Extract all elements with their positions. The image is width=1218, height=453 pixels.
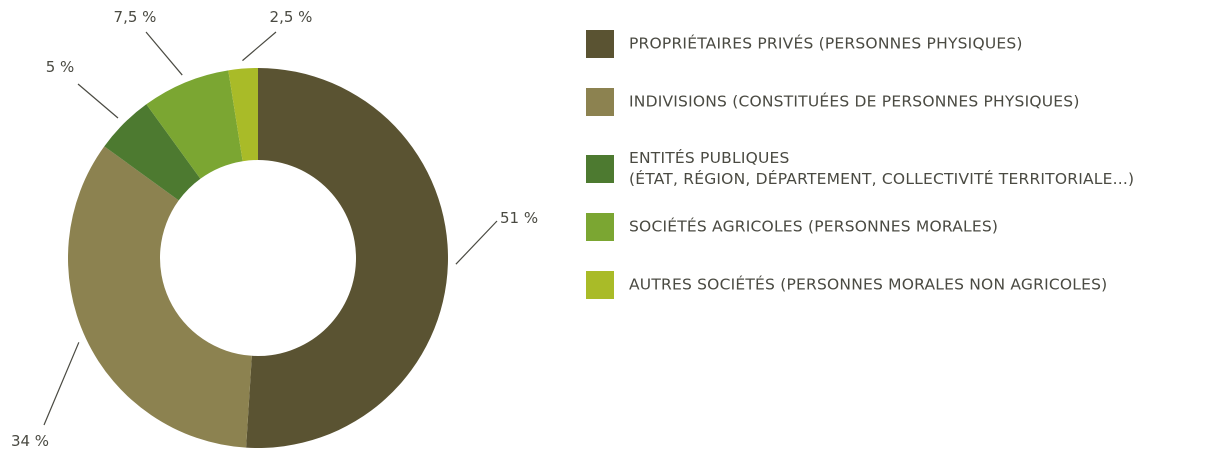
legend-item-indivisions: INDIVISIONS (CONSTITUÉES DE PERSONNES PH…: [586, 82, 1214, 122]
donut-slices: [67, 68, 448, 448]
legend-label: ENTITÉS PUBLIQUES (ÉTAT, RÉGION, DÉPARTE…: [629, 148, 1134, 190]
legend-swatch: [586, 30, 614, 58]
slice-labels: 51 % 34 % 5 % 7,5 % 2,5 %: [11, 8, 538, 450]
leader-line-societes-agricoles: [145, 31, 183, 76]
leader-lines: [43, 31, 498, 426]
leader-line-autres-societes: [242, 31, 277, 62]
donut-chart: 51 % 34 % 5 % 7,5 % 2,5 %: [11, 8, 538, 450]
legend-label-line2: (ÉTAT, RÉGION, DÉPARTEMENT, COLLECTIVITÉ…: [629, 170, 1135, 188]
legend-item-autres-societes: AUTRES SOCIÉTÉS (PERSONNES MORALES NON A…: [586, 265, 1214, 305]
slice-entites-publiques: [104, 104, 201, 201]
legend-item-societes-agricoles: SOCIÉTÉS AGRICOLES (PERSONNES MORALES): [586, 207, 1214, 247]
legend-label: PROPRIÉTAIRES PRIVÉS (PERSONNES PHYSIQUE…: [629, 34, 1023, 53]
slice-societes-agricoles: [146, 70, 243, 179]
leader-line-entites-publiques: [77, 83, 119, 119]
legend-label: INDIVISIONS (CONSTITUÉES DE PERSONNES PH…: [629, 92, 1080, 111]
leader-line-indivisions: [43, 342, 80, 426]
slice-label-societes-agricoles: 7,5 %: [114, 8, 157, 26]
legend-item-proprietaires-prives: PROPRIÉTAIRES PRIVÉS (PERSONNES PHYSIQUE…: [586, 24, 1214, 64]
slice-label-proprietaires-prives: 51 %: [500, 209, 538, 227]
leader-line-proprietaires-prives: [455, 220, 498, 265]
slice-indivisions: [67, 146, 252, 448]
legend-item-entites-publiques: ENTITÉS PUBLIQUES (ÉTAT, RÉGION, DÉPARTE…: [586, 144, 1214, 194]
legend-swatch: [586, 271, 614, 299]
legend-swatch: [586, 88, 614, 116]
slice-label-entites-publiques: 5 %: [46, 58, 75, 76]
slice-label-indivisions: 34 %: [11, 432, 49, 450]
legend-label: AUTRES SOCIÉTÉS (PERSONNES MORALES NON A…: [629, 275, 1108, 294]
legend-swatch: [586, 155, 614, 183]
legend-swatch: [586, 213, 614, 241]
slice-label-autres-societes: 2,5 %: [270, 8, 313, 26]
slice-autres-societes: [228, 68, 258, 162]
legend-label-line1: ENTITÉS PUBLIQUES: [629, 149, 790, 167]
legend-label: SOCIÉTÉS AGRICOLES (PERSONNES MORALES): [629, 217, 999, 236]
slice-proprietaires-prives: [246, 68, 448, 448]
